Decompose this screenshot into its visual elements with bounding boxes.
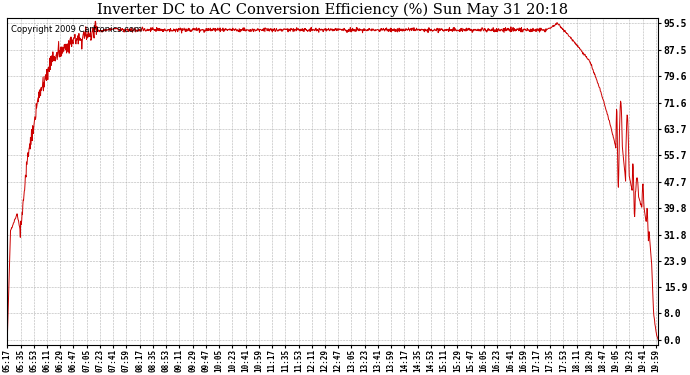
Title: Inverter DC to AC Conversion Efficiency (%) Sun May 31 20:18: Inverter DC to AC Conversion Efficiency … [97, 3, 569, 17]
Text: Copyright 2009 Cartronics.com: Copyright 2009 Cartronics.com [10, 25, 141, 34]
